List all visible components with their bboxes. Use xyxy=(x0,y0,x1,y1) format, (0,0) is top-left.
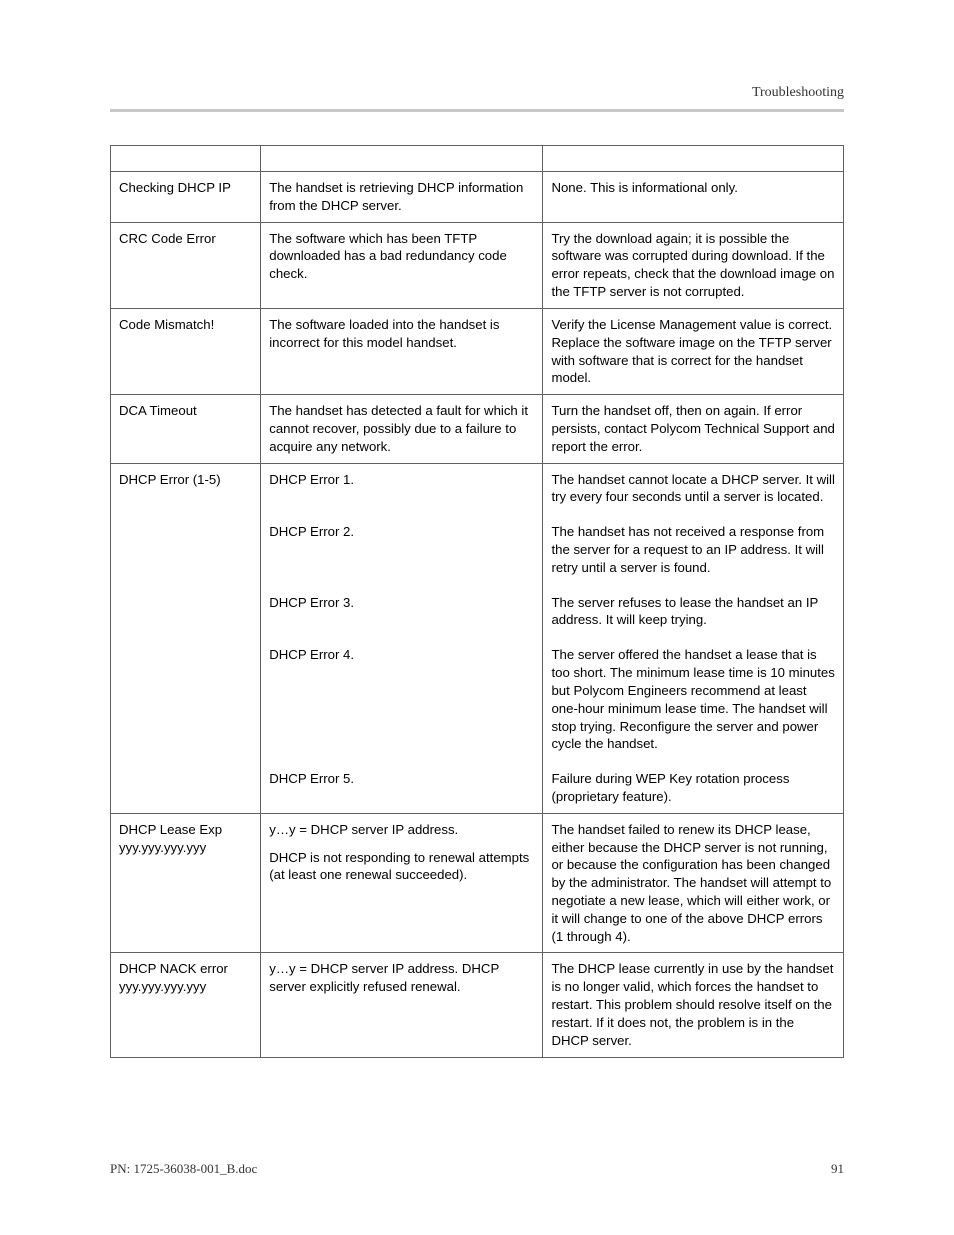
troubleshooting-table: Checking DHCP IP The handset is retrievi… xyxy=(110,145,844,1058)
footer-page-number: 91 xyxy=(831,1161,844,1177)
cell-desc-p2: DHCP is not responding to renewal attemp… xyxy=(269,849,534,885)
cell-error: DHCP Error (1-5) xyxy=(111,463,261,813)
cell-error: Checking DHCP IP xyxy=(111,172,261,223)
cell-error: DHCP Lease Exp yyy.yyy.yyy.yyy xyxy=(111,813,261,953)
header-title: Troubleshooting xyxy=(110,85,844,101)
cell-desc: y…y = DHCP server IP address. DHCP is no… xyxy=(261,813,543,953)
cell-action: Verify the License Management value is c… xyxy=(543,308,844,394)
cell-error: DHCP NACK error yyy.yyy.yyy.yyy xyxy=(111,953,261,1057)
cell-desc: y…y = DHCP server IP address. DHCP serve… xyxy=(261,953,543,1057)
header-rule xyxy=(110,109,844,112)
page-header: Troubleshooting xyxy=(110,85,844,112)
cell-desc: DHCP Error 5. xyxy=(261,760,543,813)
cell-action: Turn the handset off, then on again. If … xyxy=(543,395,844,463)
cell-desc: DHCP Error 1. xyxy=(261,463,543,513)
cell-desc: The handset has detected a fault for whi… xyxy=(261,395,543,463)
cell-action: The server refuses to lease the handset … xyxy=(543,584,844,637)
cell-error: DCA Timeout xyxy=(111,395,261,463)
table-row: Checking DHCP IP The handset is retrievi… xyxy=(111,172,844,223)
troubleshooting-table-wrap: Checking DHCP IP The handset is retrievi… xyxy=(110,145,844,1058)
table-row: Code Mismatch! The software loaded into … xyxy=(111,308,844,394)
page-footer: PN: 1725-36038-001_B.doc 91 xyxy=(110,1161,844,1177)
col-header-2 xyxy=(261,146,543,172)
cell-error: Code Mismatch! xyxy=(111,308,261,394)
cell-desc: The software loaded into the handset is … xyxy=(261,308,543,394)
footer-doc-id: PN: 1725-36038-001_B.doc xyxy=(110,1161,257,1177)
cell-error: CRC Code Error xyxy=(111,222,261,308)
table-row: DHCP Error (1-5) DHCP Error 1. The hands… xyxy=(111,463,844,513)
cell-action: The handset cannot locate a DHCP server.… xyxy=(543,463,844,513)
cell-desc-p1: y…y = DHCP server IP address. xyxy=(269,821,534,839)
table-row: DCA Timeout The handset has detected a f… xyxy=(111,395,844,463)
table-row: DHCP NACK error yyy.yyy.yyy.yyy y…y = DH… xyxy=(111,953,844,1057)
cell-desc: The software which has been TFTP downloa… xyxy=(261,222,543,308)
col-header-1 xyxy=(111,146,261,172)
cell-desc: DHCP Error 4. xyxy=(261,636,543,760)
cell-action: Try the download again; it is possible t… xyxy=(543,222,844,308)
col-header-3 xyxy=(543,146,844,172)
cell-action: The handset failed to renew its DHCP lea… xyxy=(543,813,844,953)
cell-desc: The handset is retrieving DHCP informati… xyxy=(261,172,543,223)
cell-action: The server offered the handset a lease t… xyxy=(543,636,844,760)
cell-desc: DHCP Error 2. xyxy=(261,513,543,583)
cell-action: None. This is informational only. xyxy=(543,172,844,223)
cell-action: The DHCP lease currently in use by the h… xyxy=(543,953,844,1057)
table-header-row xyxy=(111,146,844,172)
cell-desc: DHCP Error 3. xyxy=(261,584,543,637)
table-row: CRC Code Error The software which has be… xyxy=(111,222,844,308)
cell-action: The handset has not received a response … xyxy=(543,513,844,583)
cell-action: Failure during WEP Key rotation process … xyxy=(543,760,844,813)
table-row: DHCP Lease Exp yyy.yyy.yyy.yyy y…y = DHC… xyxy=(111,813,844,953)
